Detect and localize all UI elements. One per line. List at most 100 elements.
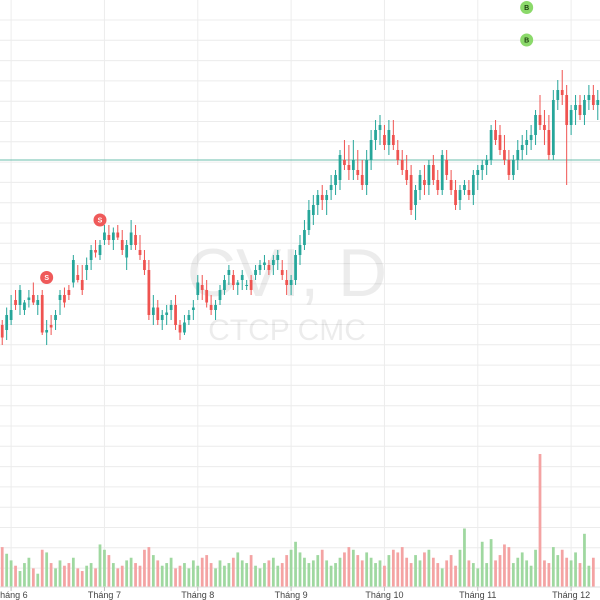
volume-bar — [94, 568, 97, 587]
candle — [156, 300, 160, 325]
volume-bar — [471, 563, 475, 587]
candle-body — [471, 175, 475, 195]
signal-marker-dot — [40, 271, 54, 284]
candle — [480, 160, 484, 180]
candle-body — [316, 195, 320, 205]
candle-body — [547, 130, 551, 155]
candle-body — [347, 165, 351, 170]
volume-bar — [369, 557, 373, 587]
candle-body — [378, 125, 382, 130]
volume-bar — [431, 557, 435, 587]
candle — [338, 150, 342, 190]
candle — [40, 290, 44, 335]
candle — [258, 260, 262, 275]
volume-bar — [147, 547, 151, 587]
volume-bar — [454, 565, 457, 587]
candle — [574, 95, 577, 125]
candle — [134, 225, 137, 250]
candle-body — [334, 175, 337, 185]
candle-body — [596, 100, 600, 105]
candle — [85, 257, 89, 280]
candle — [31, 282, 35, 305]
candle — [556, 80, 560, 110]
volume-bar — [449, 555, 453, 587]
candle-body — [205, 290, 209, 303]
volume-bar — [120, 565, 124, 587]
candle — [569, 105, 573, 135]
buy-signal-marker: B — [520, 1, 534, 14]
candle — [405, 155, 409, 185]
volume-bar — [591, 557, 595, 587]
candle-body — [516, 150, 520, 160]
candle — [463, 180, 466, 195]
candle — [125, 240, 129, 270]
x-axis-tick-label: Tháng 9 — [275, 590, 308, 600]
volume-bar — [303, 557, 306, 587]
candle — [360, 160, 364, 190]
candle-body — [134, 235, 137, 245]
volume-bar — [489, 539, 493, 587]
candle-body — [138, 250, 142, 255]
candle-body — [120, 240, 124, 250]
volume-bar — [134, 563, 137, 587]
volume-bar — [63, 565, 66, 587]
candle-body — [89, 250, 93, 260]
candle — [356, 150, 360, 180]
candle — [116, 225, 120, 240]
volume-bar — [529, 565, 533, 587]
candle — [583, 95, 586, 125]
volume-bar — [587, 565, 591, 587]
volume-series — [0, 454, 595, 587]
x-axis-tick-label: Tháng 8 — [181, 590, 214, 600]
candle-body — [147, 270, 151, 315]
candle-body — [551, 100, 555, 155]
volume-bar — [245, 563, 249, 587]
volume-bar — [107, 555, 111, 587]
volume-bar — [574, 552, 577, 587]
candle-body — [271, 260, 275, 265]
volume-bar — [227, 563, 231, 587]
candle — [218, 285, 222, 305]
candle — [414, 185, 417, 220]
candle-body — [343, 160, 346, 165]
candle-body — [511, 160, 515, 175]
candle — [45, 320, 49, 345]
candle — [476, 165, 480, 190]
candle — [231, 270, 235, 290]
candle — [311, 195, 315, 225]
volume-bar — [525, 560, 529, 587]
candle-body — [396, 150, 400, 160]
volume-bar — [85, 565, 89, 587]
candle-body — [583, 100, 586, 115]
candle — [245, 280, 249, 290]
candle — [378, 115, 382, 145]
candle — [263, 255, 266, 270]
candle — [489, 125, 493, 165]
x-axis: Tháng 6 Tháng 7 Tháng 8 Tháng 9 Tháng 10 Thán… — [0, 587, 590, 600]
candle-body — [507, 160, 511, 175]
volume-bar — [169, 557, 173, 587]
candle-body — [503, 150, 506, 160]
candle — [54, 310, 57, 330]
volume-bar — [494, 560, 497, 587]
candle — [227, 265, 231, 285]
signal-marker-label: S — [44, 275, 49, 282]
candle — [374, 120, 377, 150]
volume-bar — [534, 549, 537, 587]
signal-marker-label: B — [524, 38, 529, 45]
candle — [187, 310, 191, 325]
candle — [320, 185, 324, 210]
volume-bar — [143, 549, 146, 587]
volume-bar — [14, 565, 17, 587]
candle — [5, 307, 9, 340]
candle — [143, 250, 146, 275]
candle-body — [240, 275, 244, 280]
volume-bar — [311, 560, 315, 587]
candle — [14, 290, 17, 310]
volume-bar — [151, 555, 155, 587]
candle — [89, 245, 93, 270]
candle-body — [320, 195, 324, 200]
candle-body — [223, 280, 226, 290]
